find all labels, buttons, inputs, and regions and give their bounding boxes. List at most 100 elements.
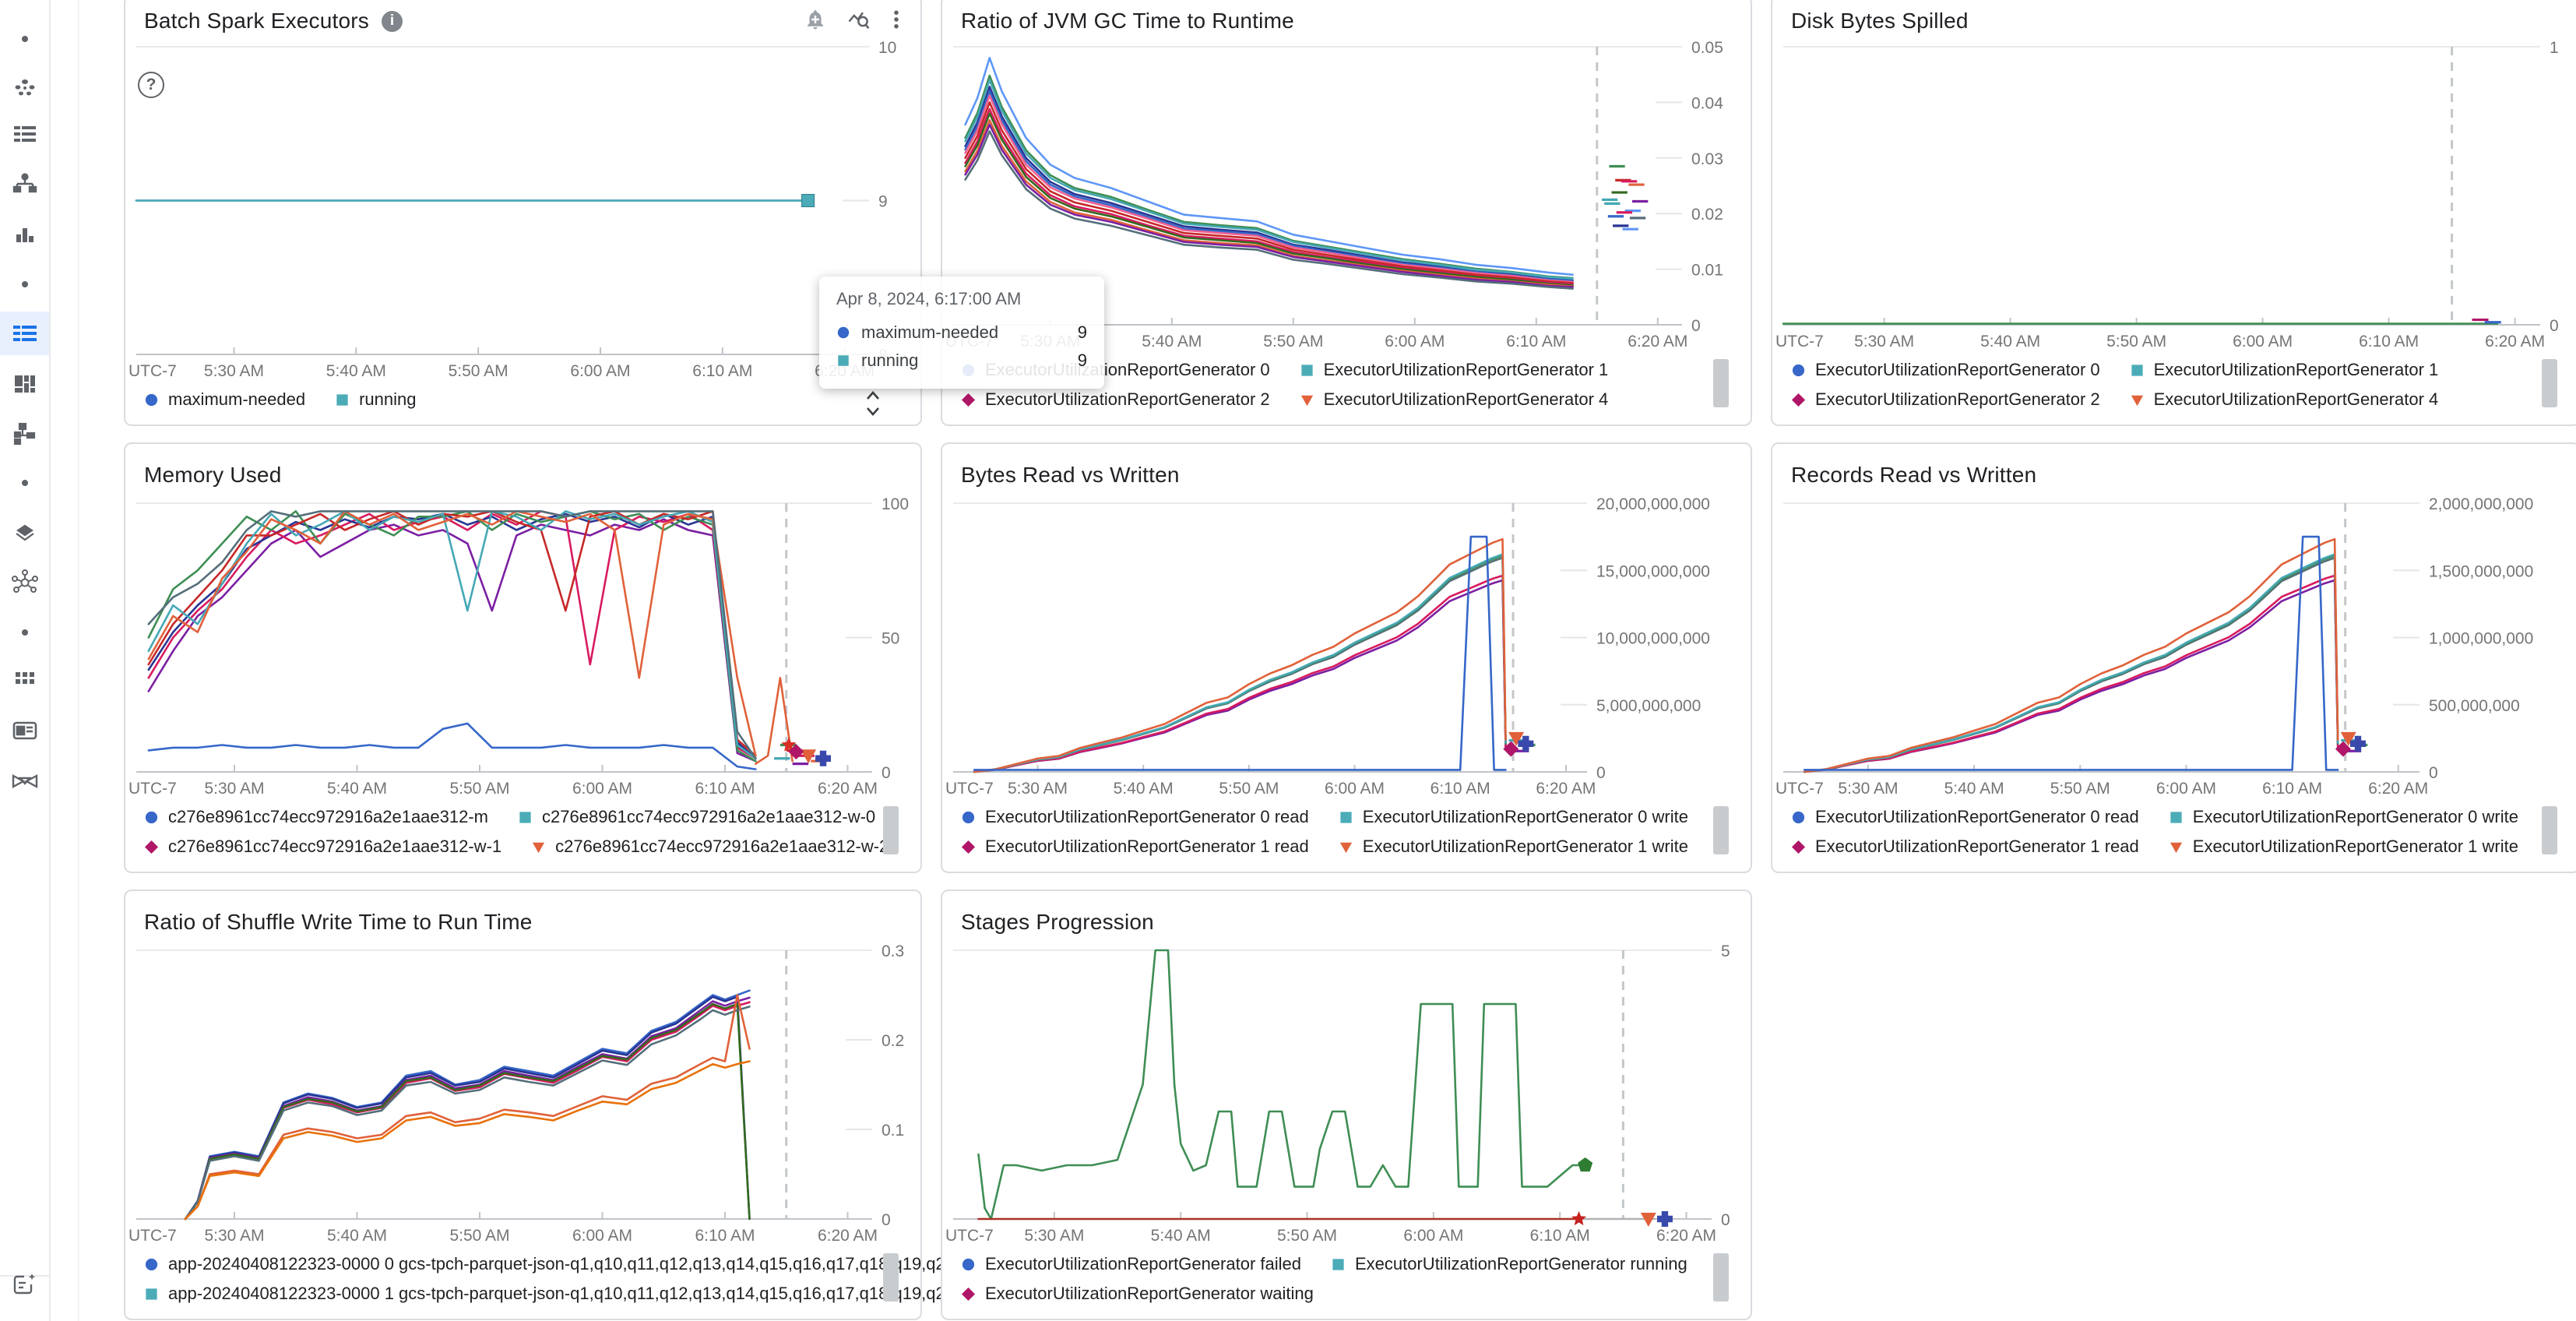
legend-item[interactable]: ExecutorUtilizationReportGenerator 0 rea…: [1791, 803, 2139, 831]
svg-text:5: 5: [1721, 942, 1730, 960]
svg-text:6:10 AM: 6:10 AM: [2262, 780, 2322, 798]
legend-item[interactable]: ExecutorUtilizationReportGenerator faile…: [961, 1250, 1301, 1278]
sidebar-item-layers-icon[interactable]: [0, 510, 49, 554]
legend-scrollbar[interactable]: [2542, 359, 2557, 407]
tooltip-value: 9: [1077, 351, 1087, 370]
legend-item[interactable]: ExecutorUtilizationReportGenerator 1 rea…: [1791, 833, 2139, 861]
panel-stages-progression: Stages Progression 5 0 5:30 AM 5:40 AM 5:50 …: [941, 889, 1752, 1320]
legend-item[interactable]: ExecutorUtilizationReportGenerator 0 wri…: [2169, 803, 2518, 831]
svg-text:5:40 AM: 5:40 AM: [327, 1227, 387, 1245]
sidebar-item-dot-icon[interactable]: [0, 461, 49, 505]
legend-item[interactable]: ExecutorUtilizationReportGenerator 1 rea…: [961, 833, 1309, 861]
panel-memory-used: Memory Used 100 50 0 5:30 AM 5:40 AM 5:50 AM 6…: [124, 442, 922, 873]
legend-scrollbar[interactable]: [883, 1253, 899, 1302]
legend-label: ExecutorUtilizationReportGenerator runni…: [1354, 1254, 1687, 1273]
legend-scrollbar[interactable]: [2542, 806, 2557, 854]
legend-item[interactable]: ExecutorUtilizationReportGenerator 2: [961, 386, 1270, 414]
svg-text:0.02: 0.02: [1691, 206, 1723, 224]
svg-text:6:10 AM: 6:10 AM: [1506, 333, 1566, 351]
legend-expand-control[interactable]: [861, 386, 885, 421]
chart-legend: ExecutorUtilizationReportGenerator 0 rea…: [1772, 801, 2576, 872]
legend-item[interactable]: c276e8961cc74ecc972916a2e1aae312-w-0: [518, 803, 875, 831]
legend-item[interactable]: ExecutorUtilizationReportGenerator 0: [1791, 356, 2100, 384]
help-icon[interactable]: ?: [138, 72, 164, 98]
legend-scrollbar[interactable]: [883, 806, 899, 854]
svg-text:0: 0: [882, 764, 891, 782]
explore-metrics-icon[interactable]: [847, 8, 871, 35]
legend-item[interactable]: ExecutorUtilizationReportGenerator 0 rea…: [961, 803, 1309, 831]
sidebar-item-workflow-icon[interactable]: [0, 412, 49, 456]
sidebar-item-bowtie-icon[interactable]: [0, 759, 49, 803]
svg-text:5:30 AM: 5:30 AM: [1008, 780, 1068, 798]
legend-scrollbar[interactable]: [1713, 806, 1729, 854]
svg-text:0: 0: [1691, 317, 1701, 335]
legend-item[interactable]: c276e8961cc74ecc972916a2e1aae312-w-2: [531, 833, 889, 861]
legend-label: ExecutorUtilizationReportGenerator 1: [1323, 360, 1609, 379]
legend-item[interactable]: ExecutorUtilizationReportGenerator 1 wri…: [2169, 833, 2518, 861]
legend-item[interactable]: ExecutorUtilizationReportGenerator 4: [1300, 386, 1608, 414]
legend-label: ExecutorUtilizationReportGenerator 0 wri…: [2192, 807, 2518, 826]
sidebar-item-card-icon[interactable]: [0, 709, 49, 752]
legend-label: c276e8961cc74ecc972916a2e1aae312-w-1: [168, 837, 502, 856]
legend-label: running: [359, 389, 417, 409]
svg-text:6:20 AM: 6:20 AM: [818, 780, 878, 798]
legend-label: maximum-needed: [168, 389, 306, 409]
legend-label: ExecutorUtilizationReportGenerator 1 rea…: [985, 837, 1309, 856]
panel-batch-spark-executors: Batch Spark Executors i ? 10985:30 AM5:4…: [124, 0, 922, 426]
svg-text:6:00 AM: 6:00 AM: [2233, 333, 2293, 351]
legend-item[interactable]: app-20240408122323-0000 0 gcs-tpch-parqu…: [144, 1250, 973, 1278]
legend-item[interactable]: c276e8961cc74ecc972916a2e1aae312-w-1: [144, 833, 501, 861]
svg-text:10: 10: [878, 39, 896, 57]
svg-text:6:00 AM: 6:00 AM: [1403, 1227, 1463, 1245]
legend-item[interactable]: ExecutorUtilizationReportGenerator 2: [1791, 386, 2100, 414]
panel-title: Batch Spark Executors: [144, 9, 369, 33]
legend-scrollbar[interactable]: [1713, 359, 1729, 407]
legend-scrollbar[interactable]: [1713, 1253, 1729, 1302]
svg-text:6:10 AM: 6:10 AM: [1530, 1227, 1590, 1245]
panel-title: Records Read vs Written: [1791, 463, 2037, 487]
svg-text:5:30 AM: 5:30 AM: [1024, 1227, 1084, 1245]
sidebar-item-hierarchy-icon[interactable]: [0, 162, 49, 206]
svg-text:2,000,000,000: 2,000,000,000: [2429, 495, 2533, 513]
legend-item[interactable]: ExecutorUtilizationReportGenerator runni…: [1331, 1250, 1687, 1278]
legend-item[interactable]: app-20240408122323-0000 1 gcs-tpch-parqu…: [144, 1280, 973, 1308]
svg-text:0: 0: [1721, 1211, 1730, 1229]
sidebar-item-list-icon[interactable]: [0, 113, 49, 157]
svg-text:0: 0: [1596, 764, 1606, 782]
svg-text:0.03: 0.03: [1691, 150, 1723, 168]
sidebar-item-list-alt-icon[interactable]: [0, 312, 49, 355]
sidebar-item-apps-grid-icon[interactable]: [0, 660, 49, 703]
legend-item[interactable]: ExecutorUtilizationReportGenerator 1 wri…: [1339, 833, 1688, 861]
svg-text:6:20 AM: 6:20 AM: [2368, 780, 2428, 798]
info-icon[interactable]: i: [382, 10, 403, 32]
more-vert-icon[interactable]: [891, 8, 902, 35]
svg-text:0: 0: [2550, 317, 2559, 335]
legend-item[interactable]: c276e8961cc74ecc972916a2e1aae312-m: [144, 803, 488, 831]
sidebar-item-hub-icon[interactable]: [0, 561, 49, 604]
sidebar-item-dot-icon[interactable]: [0, 262, 49, 306]
legend-item[interactable]: ExecutorUtilizationReportGenerator waiti…: [961, 1280, 1314, 1308]
legend-label: ExecutorUtilizationReportGenerator 4: [2153, 389, 2439, 409]
sidebar-item-bar-chart-icon[interactable]: [0, 213, 49, 257]
sidebar-item-dot-icon[interactable]: [0, 611, 49, 654]
svg-text:5:50 AM: 5:50 AM: [449, 1227, 509, 1245]
legend-item[interactable]: ExecutorUtilizationReportGenerator 1: [1300, 356, 1609, 384]
legend-item[interactable]: running: [335, 386, 416, 414]
legend-item[interactable]: ExecutorUtilizationReportGenerator 0 wri…: [1339, 803, 1688, 831]
alert-bell-plus-icon[interactable]: [804, 8, 827, 35]
sidebar-item-dot-icon[interactable]: [0, 17, 49, 61]
chart-canvas: 5 0 5:30 AM 5:40 AM 5:50 AM 6:00 AM 6:10 AM 6:2…: [945, 942, 1730, 1245]
chart-canvas: 2,000,000,000 1,500,000,000 1,000,000,000 5…: [1775, 495, 2533, 798]
chart-tooltip: Apr 8, 2024, 6:17:00 AM maximum-needed 9 r…: [819, 277, 1104, 389]
legend-item[interactable]: ExecutorUtilizationReportGenerator 4: [2130, 386, 2439, 414]
panel-title: Ratio of JVM GC Time to Runtime: [961, 9, 1294, 33]
panel-title: Memory Used: [144, 463, 282, 487]
legend-item[interactable]: ExecutorUtilizationReportGenerator 1: [2130, 356, 2438, 384]
chart-area: 5 0 5:30 AM 5:40 AM 5:50 AM 6:00 AM 6:10 AM 6:2…: [942, 938, 1751, 1249]
sidebar-item-dashboard-icon[interactable]: [0, 362, 49, 406]
sidebar-item-compose-icon[interactable]: [0, 1262, 49, 1305]
sidebar-item-cluster-icon[interactable]: [0, 65, 49, 109]
svg-text:15,000,000,000: 15,000,000,000: [1596, 562, 1710, 580]
legend-item[interactable]: maximum-needed: [144, 386, 305, 414]
svg-text:6:10 AM: 6:10 AM: [695, 780, 755, 798]
